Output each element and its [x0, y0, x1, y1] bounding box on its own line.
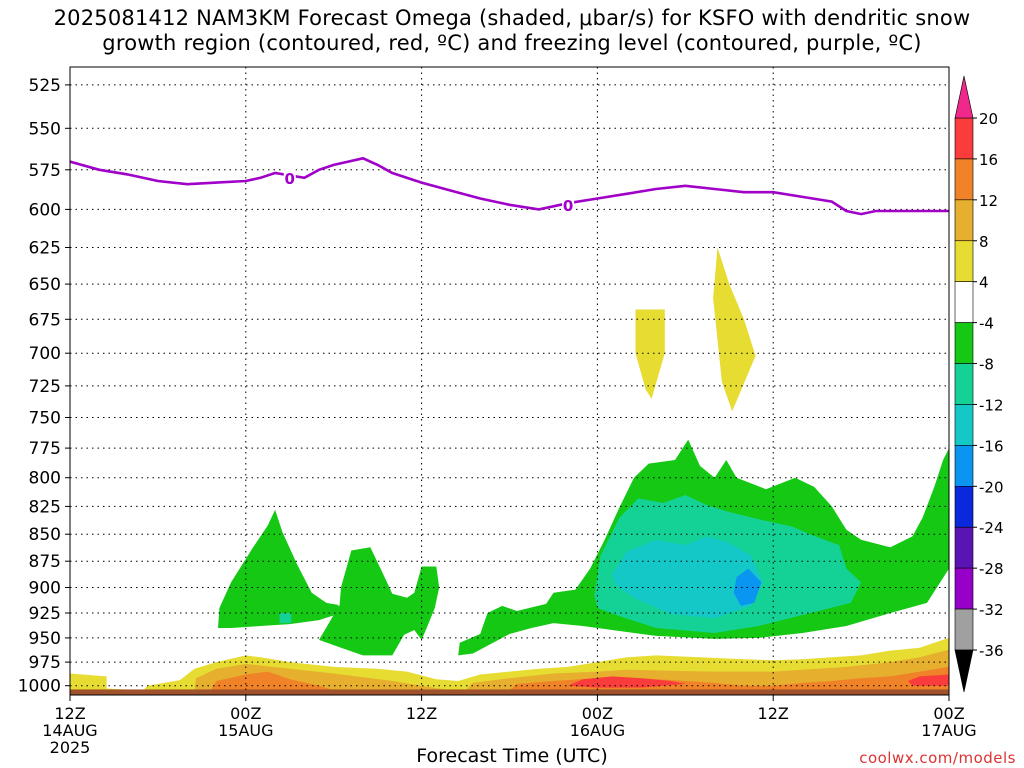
colorbar-top-arrow: [954, 75, 974, 119]
y-tick-label: 625: [29, 239, 61, 259]
colorbar-label: 4: [979, 274, 989, 292]
colorbar-label: -8: [979, 356, 994, 374]
ground-layer: [70, 689, 949, 695]
colorbar-label: 20: [979, 110, 998, 128]
colorbar-segment: [954, 486, 974, 528]
y-tick-label: 700: [29, 344, 61, 364]
y-tick-label: 975: [29, 653, 61, 673]
colorbar-segment: [954, 404, 974, 446]
x-tick-label: 00Z: [582, 704, 613, 723]
y-tick-label: 925: [29, 604, 61, 624]
colorbar-segment: [954, 199, 974, 242]
y-tick-label: 600: [29, 200, 61, 220]
y-tick-label: 900: [29, 579, 61, 599]
colorbar: 20 16 12 8 4 -4 -8 -12 -16 -20 -24 -28 -32 -36: [954, 75, 1004, 693]
colorbar-bottom-arrow: [954, 649, 974, 693]
omega-shading: [70, 247, 949, 695]
y-tick-label: 800: [29, 469, 61, 489]
y-tick-label: 1000: [18, 677, 61, 697]
omega-region-1: [279, 613, 292, 624]
y-tick-label: 825: [29, 497, 61, 517]
freezing-level-layer: 00: [70, 156, 949, 216]
colorbar-label: 16: [979, 151, 998, 169]
y-tick-label: 675: [29, 310, 61, 330]
colorbar-label: -24: [979, 519, 1004, 537]
y-axis: 525 550 575 600 625 650 675 700 725 750 775 800 825 8…: [18, 76, 70, 697]
y-tick-label: 725: [29, 377, 61, 397]
x-tick-label: 15AUG: [218, 721, 273, 740]
y-tick-label: 850: [29, 525, 61, 545]
y-tick-label: 575: [29, 161, 61, 181]
colorbar-segment: [954, 117, 974, 160]
freezing-level-line: [70, 156, 949, 216]
colorbar-label: -28: [979, 560, 1004, 578]
colorbar-segment: [954, 281, 974, 323]
freezing-label-bg: [283, 168, 296, 187]
x-tick-label: 2025: [50, 738, 91, 757]
x-axis-label: Forecast Time (UTC): [416, 745, 608, 767]
omega-region-5: [612, 536, 763, 619]
freezing-level-label: 0: [285, 170, 295, 188]
omega-region-14: [568, 676, 686, 688]
omega-region-7: [635, 309, 665, 399]
omega-region-8: [713, 247, 756, 412]
x-tick-label: 12Z: [54, 704, 85, 723]
colorbar-label: -12: [979, 396, 1004, 414]
omega-region-15: [908, 674, 949, 686]
x-tick-label: 12Z: [758, 704, 789, 723]
colorbar-segment: [954, 158, 974, 201]
colorbar-label: 8: [979, 233, 989, 251]
colorbar-label: -20: [979, 478, 1004, 496]
x-tick-label: 12Z: [406, 704, 437, 723]
colorbar-segment: [954, 567, 974, 610]
colorbar-label: -16: [979, 437, 1004, 455]
freezing-level-label: 0: [563, 197, 573, 215]
chart-title: 2025081412 NAM3KM Forecast Omega (shaded…: [0, 6, 1024, 56]
x-tick-label: 17AUG: [921, 721, 976, 740]
colorbar-segment: [954, 240, 974, 282]
credit-text: coolwx.com/models: [859, 749, 1016, 767]
y-tick-label: 525: [29, 76, 61, 96]
colorbar-label: -4: [979, 315, 994, 333]
y-tick-label: 950: [29, 629, 61, 649]
y-tick-label: 775: [29, 439, 61, 459]
colorbar-segment: [954, 526, 974, 569]
y-tick-label: 650: [29, 275, 61, 295]
y-tick-label: 550: [29, 119, 61, 139]
colorbar-label: 12: [979, 192, 998, 210]
x-tick-label: 00Z: [230, 704, 261, 723]
x-tick-label: 00Z: [933, 704, 964, 723]
grid-lines: [69, 67, 950, 695]
omega-region-0: [218, 509, 341, 628]
y-tick-label: 875: [29, 552, 61, 572]
omega-region-2: [319, 547, 440, 656]
colorbar-label: -36: [979, 642, 1004, 660]
colorbar-label: -32: [979, 601, 1004, 619]
colorbar-segment: [954, 363, 974, 405]
freezing-label-bg: [562, 195, 575, 214]
y-tick-label: 750: [29, 409, 61, 429]
colorbar-segment: [954, 322, 974, 364]
x-tick-label: 14AUG: [42, 721, 97, 740]
chart-title-line2: growth region (contoured, red, ºC) and f…: [102, 31, 922, 55]
plot-frame: [69, 66, 950, 696]
chart-title-line1: 2025081412 NAM3KM Forecast Omega (shaded…: [53, 6, 971, 30]
x-tick-label: 16AUG: [570, 721, 625, 740]
colorbar-segment: [954, 445, 974, 487]
colorbar-segment: [954, 608, 974, 651]
